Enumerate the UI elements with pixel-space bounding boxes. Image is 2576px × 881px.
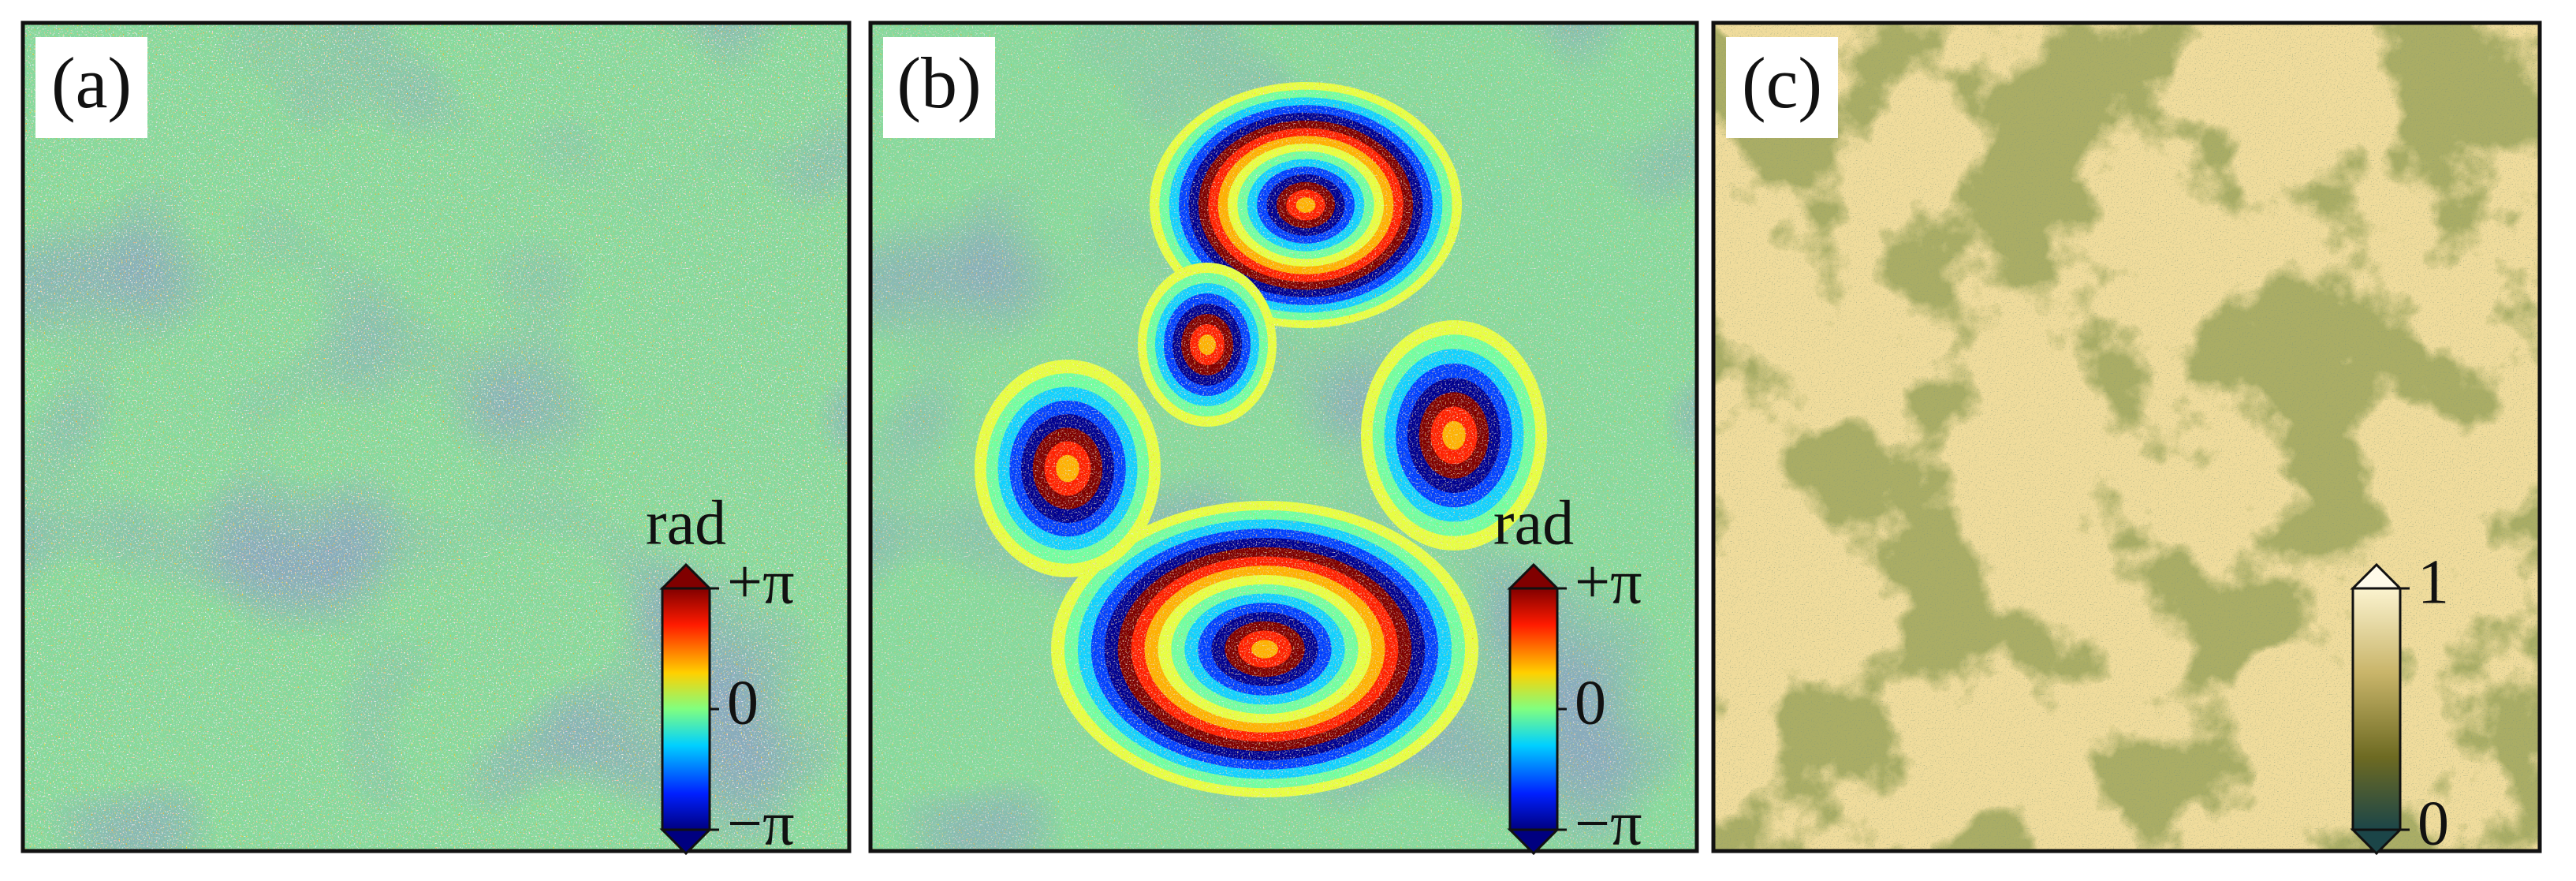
colorbar bbox=[1508, 587, 1559, 831]
colorbar-tick-label: −π bbox=[1575, 789, 1642, 858]
panel-border bbox=[868, 21, 1699, 853]
panel-image bbox=[23, 23, 849, 851]
colorbar bbox=[2351, 587, 2402, 831]
panel-image bbox=[870, 23, 1697, 851]
panel-label: (a) bbox=[51, 43, 132, 123]
panel-label: (b) bbox=[897, 43, 981, 123]
panel-border bbox=[21, 21, 852, 853]
panel: (c) 1 0 bbox=[1711, 21, 2542, 858]
colorbar bbox=[661, 587, 711, 831]
noise bbox=[23, 23, 849, 851]
label-box bbox=[883, 37, 995, 138]
colorbar-unit: rad bbox=[1493, 488, 1574, 558]
panel-image bbox=[1713, 23, 2540, 851]
panel-label: (c) bbox=[1742, 43, 1822, 123]
colorbar-unit: rad bbox=[646, 488, 726, 558]
grain bbox=[1713, 23, 2540, 851]
colorbar-tick-label: +π bbox=[1575, 547, 1642, 617]
colorbar-tick-label: 0 bbox=[1575, 668, 1606, 737]
colorbar-tick-label: 0 bbox=[2418, 789, 2449, 858]
colorbar-tick-label: 1 bbox=[2418, 547, 2449, 617]
panel: (a) rad+π 0 −π bbox=[21, 21, 852, 858]
colorbar-tick-label: +π bbox=[727, 547, 795, 617]
panel-border bbox=[1711, 21, 2542, 853]
colorbar-tick-label: −π bbox=[727, 789, 795, 858]
noise bbox=[870, 23, 1697, 851]
panel: (b) rad+π 0 −π bbox=[868, 21, 1699, 858]
label-box bbox=[1726, 37, 1838, 138]
label-box bbox=[35, 37, 147, 138]
colorbar-tick-label: 0 bbox=[727, 668, 759, 737]
